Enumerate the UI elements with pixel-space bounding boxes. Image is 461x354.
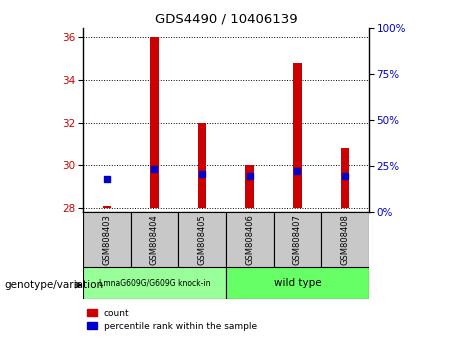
Bar — [83, 212, 130, 267]
Bar — [178, 212, 226, 267]
Bar — [321, 212, 369, 267]
Point — [151, 166, 158, 171]
Bar — [198, 122, 207, 208]
Point — [341, 173, 349, 179]
Bar — [130, 212, 178, 267]
Legend: count, percentile rank within the sample: count, percentile rank within the sample — [88, 309, 257, 331]
Text: GSM808405: GSM808405 — [198, 215, 207, 265]
Bar — [273, 212, 321, 267]
Bar — [293, 63, 301, 208]
Text: GSM808403: GSM808403 — [102, 215, 111, 265]
Bar — [83, 267, 226, 299]
Point — [294, 168, 301, 173]
Text: GSM808407: GSM808407 — [293, 215, 302, 265]
Text: GDS4490 / 10406139: GDS4490 / 10406139 — [154, 12, 297, 25]
Text: wild type: wild type — [273, 278, 321, 288]
Text: GSM808406: GSM808406 — [245, 215, 254, 265]
Point — [103, 176, 111, 182]
Bar — [245, 165, 254, 208]
Text: LmnaG609G/G609G knock-in: LmnaG609G/G609G knock-in — [99, 279, 210, 288]
Bar — [102, 206, 111, 208]
Bar — [226, 212, 273, 267]
Bar — [226, 267, 369, 299]
Text: GSM808408: GSM808408 — [341, 215, 349, 265]
Bar — [150, 37, 159, 208]
Point — [198, 171, 206, 177]
Point — [246, 173, 254, 179]
Text: genotype/variation: genotype/variation — [5, 280, 104, 290]
Bar — [341, 148, 349, 208]
Text: GSM808404: GSM808404 — [150, 215, 159, 265]
